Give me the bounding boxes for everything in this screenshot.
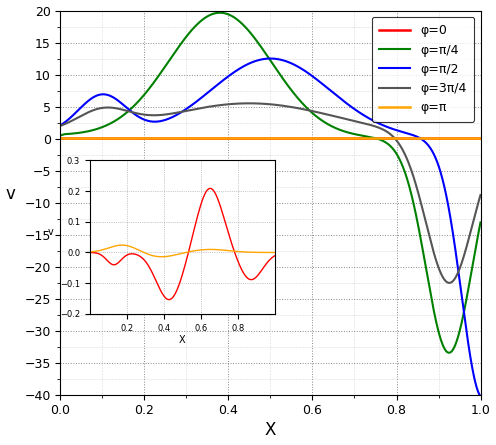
φ=π (465, 136, 471, 141)
φ=3π/4 (466, 236, 472, 241)
φ=π/2 (58, 122, 63, 128)
φ=π/2 (262, 56, 268, 61)
φ=3π/4 (388, 133, 394, 138)
φ=3π/4 (247, 101, 252, 106)
φ=π/4 (262, 50, 268, 55)
φ=0 (58, 136, 63, 141)
φ=0 (250, 136, 256, 141)
Y-axis label: v: v (5, 185, 15, 202)
φ=0 (388, 136, 394, 141)
φ=π/2 (478, 394, 484, 399)
φ=π/4 (446, 350, 452, 356)
Line: φ=π/2: φ=π/2 (61, 59, 481, 396)
φ=0 (478, 136, 484, 141)
φ=π (192, 136, 198, 141)
φ=π/2 (79, 104, 85, 109)
φ=π (262, 136, 268, 141)
φ=π/2 (388, 126, 394, 131)
φ=π/2 (465, 341, 471, 347)
φ=π/2 (466, 343, 472, 348)
φ=0 (465, 136, 471, 141)
φ=π/4 (466, 285, 472, 291)
φ=π/4 (79, 130, 85, 135)
Line: φ=π/4: φ=π/4 (61, 13, 481, 353)
Legend: φ=0, φ=π/4, φ=π/2, φ=3π/4, φ=π: φ=0, φ=π/4, φ=π/2, φ=3π/4, φ=π (372, 17, 474, 122)
φ=π/4 (58, 133, 63, 138)
φ=π (388, 136, 394, 141)
φ=π (478, 136, 484, 141)
φ=3π/4 (478, 192, 484, 198)
φ=π/4 (466, 284, 472, 289)
φ=π/2 (267, 56, 273, 61)
φ=π (251, 136, 257, 141)
φ=π/4 (251, 34, 257, 40)
φ=π/4 (478, 220, 484, 225)
φ=π (79, 136, 85, 141)
φ=0 (465, 136, 471, 141)
φ=0 (79, 136, 85, 141)
φ=π (58, 136, 63, 141)
φ=π/4 (217, 10, 223, 16)
φ=3π/4 (58, 123, 63, 129)
φ=π (466, 136, 472, 141)
φ=3π/4 (251, 101, 257, 106)
φ=π/4 (388, 145, 394, 150)
Line: φ=3π/4: φ=3π/4 (61, 103, 481, 283)
φ=0 (262, 136, 268, 141)
φ=3π/4 (79, 113, 85, 118)
X-axis label: X: X (265, 421, 276, 440)
φ=π/2 (250, 59, 256, 65)
φ=3π/4 (446, 280, 452, 286)
φ=3π/4 (262, 101, 268, 106)
φ=3π/4 (466, 237, 472, 242)
